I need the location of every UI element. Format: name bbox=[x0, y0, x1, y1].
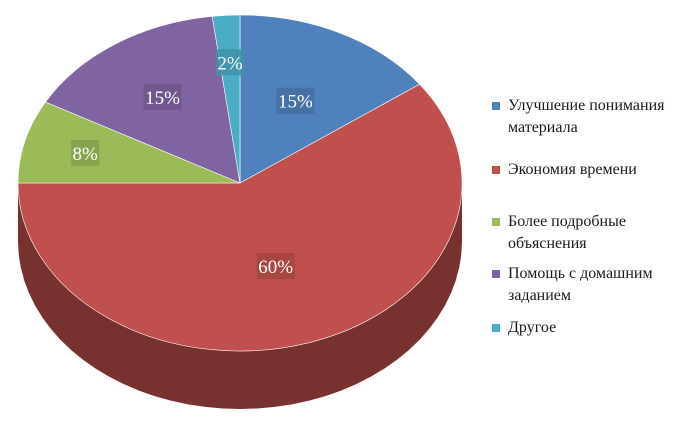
data-label-3: 15% bbox=[145, 88, 180, 109]
legend-label-3: Помощь с домашним заданием bbox=[508, 265, 653, 304]
legend-swatch-3 bbox=[492, 270, 500, 278]
legend-item-4: Другое bbox=[492, 317, 688, 339]
legend-item-1: Экономия времени bbox=[492, 159, 688, 181]
pie-slice-3 bbox=[44, 15, 241, 184]
pie-slice-0 bbox=[239, 14, 421, 184]
pie-slices bbox=[17, 14, 463, 352]
data-label-0: 15% bbox=[278, 92, 313, 113]
legend-item-3: Помощь с домашним заданием bbox=[492, 263, 688, 307]
legend-item-0: Улучшение понимания материала bbox=[492, 95, 688, 139]
legend-label-2: Более подробные объяснения bbox=[508, 213, 626, 252]
data-label-2: 8% bbox=[73, 144, 99, 165]
legend-label-1: Экономия времени bbox=[508, 161, 637, 178]
chart-legend: Улучшение понимания материала Экономия в… bbox=[492, 95, 688, 339]
pie-3d-sides bbox=[18, 183, 462, 409]
data-label-bg-2 bbox=[71, 139, 100, 166]
legend-label-0: Улучшение понимания материала bbox=[508, 97, 665, 136]
pie-side-1 bbox=[18, 183, 462, 409]
data-label-bg-0 bbox=[276, 87, 315, 114]
legend-label-4: Другое bbox=[508, 319, 557, 336]
legend-swatch-0 bbox=[492, 102, 500, 110]
legend-swatch-4 bbox=[492, 324, 500, 332]
pie-chart: 15% 60% 8% 15% 2% bbox=[17, 14, 463, 409]
data-label-bg-1 bbox=[256, 253, 295, 280]
pie-slice-1 bbox=[17, 83, 463, 352]
legend-swatch-2 bbox=[492, 218, 500, 226]
pie-data-labels: 15% 60% 8% 15% 2% bbox=[71, 49, 315, 280]
legend-swatch-1 bbox=[492, 166, 500, 174]
legend-item-2: Более подробные объяснения bbox=[492, 211, 688, 255]
data-label-bg-3 bbox=[143, 83, 182, 110]
data-label-1: 60% bbox=[258, 257, 293, 278]
data-label-bg-4 bbox=[216, 49, 244, 76]
data-label-4: 2% bbox=[217, 53, 243, 74]
